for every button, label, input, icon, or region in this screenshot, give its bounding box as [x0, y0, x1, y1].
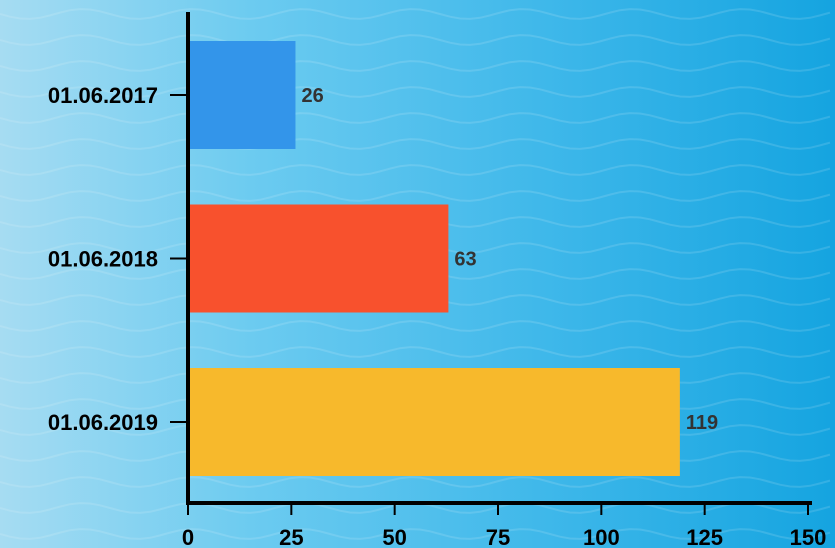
- background-wave-line: [0, 60, 831, 72]
- background-wave-line: [0, 476, 831, 488]
- bars-group: [188, 41, 680, 476]
- bar: [188, 41, 296, 149]
- background-wave-line: [0, 164, 831, 176]
- x-tick-label: 75: [486, 525, 510, 548]
- x-tick-label: 125: [686, 525, 723, 548]
- data-label: 119: [686, 412, 718, 434]
- background-wave-line: [0, 8, 831, 20]
- data-label: 26: [301, 85, 323, 107]
- bar: [188, 204, 449, 313]
- data-label: 63: [454, 249, 476, 271]
- bar: [188, 368, 680, 476]
- background-wave-line: [0, 138, 831, 150]
- x-tick-label: 100: [583, 525, 620, 548]
- x-tick-label: 50: [382, 525, 406, 548]
- x-tick-label: 150: [790, 525, 827, 548]
- data-labels-group: 26 63 119: [301, 85, 718, 434]
- x-axis: 0 25 50 75 100 125 150: [182, 501, 827, 548]
- y-axis: 01.06.2017 01.06.2018 01.06.2019: [48, 12, 190, 505]
- background-wave-line: [0, 346, 831, 358]
- background-wave-line: [0, 86, 831, 98]
- background-wave-line: [0, 528, 831, 540]
- y-tick-label: 01.06.2017: [48, 83, 158, 108]
- background-wave-line: [0, 112, 831, 124]
- background-wave-line: [0, 190, 831, 202]
- y-tick-label: 01.06.2019: [48, 410, 158, 435]
- x-tick-label: 25: [279, 525, 303, 548]
- background-wave-line: [0, 320, 831, 332]
- background-wave-line: [0, 34, 831, 46]
- x-tick-label: 0: [182, 525, 194, 548]
- y-tick-label: 01.06.2018: [48, 247, 158, 272]
